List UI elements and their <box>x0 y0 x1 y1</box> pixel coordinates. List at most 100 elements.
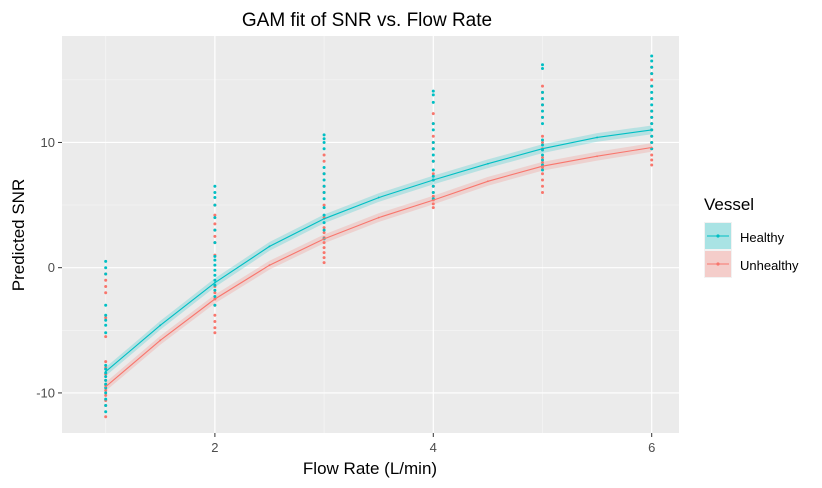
point-healthy <box>540 153 544 157</box>
point-unhealthy <box>431 206 435 210</box>
point-healthy <box>104 367 108 371</box>
point-healthy <box>431 128 435 132</box>
point-unhealthy <box>104 284 108 288</box>
fit-point-healthy <box>268 245 271 248</box>
point-unhealthy <box>650 153 654 157</box>
point-healthy <box>104 303 108 307</box>
fit-point-unhealthy <box>432 199 435 201</box>
point-healthy <box>104 259 108 263</box>
y-tick-label: 10 <box>41 135 55 150</box>
point-unhealthy <box>104 388 108 392</box>
plot-panel <box>62 36 679 433</box>
point-healthy <box>431 191 435 195</box>
point-healthy <box>213 303 217 307</box>
point-healthy <box>540 103 544 107</box>
legend-label-healthy: Healthy <box>740 230 785 245</box>
point-healthy <box>650 103 654 107</box>
point-healthy <box>431 184 435 188</box>
point-healthy <box>104 375 108 379</box>
point-healthy <box>104 318 108 322</box>
point-unhealthy <box>322 203 326 207</box>
point-healthy <box>650 65 654 69</box>
point-unhealthy <box>431 194 435 198</box>
point-unhealthy <box>322 153 326 157</box>
fit-point-unhealthy <box>268 264 271 267</box>
point-healthy <box>322 137 326 141</box>
point-healthy <box>322 172 326 176</box>
fit-lines <box>104 129 653 388</box>
point-unhealthy <box>213 331 217 335</box>
point-unhealthy <box>540 191 544 195</box>
point-healthy <box>650 97 654 101</box>
point-healthy <box>431 100 435 104</box>
point-unhealthy <box>104 360 108 364</box>
point-healthy <box>322 133 326 137</box>
fit-point-unhealthy <box>377 216 380 219</box>
point-healthy <box>431 147 435 151</box>
y-axis-title: Predicted SNR <box>9 179 28 291</box>
point-healthy <box>540 138 544 142</box>
point-healthy <box>104 323 108 327</box>
point-healthy <box>322 140 326 144</box>
legend-title: Vessel <box>704 195 754 214</box>
point-unhealthy <box>431 172 435 176</box>
point-healthy <box>650 109 654 113</box>
point-healthy <box>650 84 654 88</box>
point-healthy <box>213 241 217 245</box>
point-unhealthy <box>213 326 217 330</box>
fit-point-unhealthy <box>213 298 216 300</box>
point-healthy <box>431 122 435 126</box>
x-axis-title: Flow Rate (L/min) <box>303 459 437 478</box>
point-healthy <box>650 72 654 76</box>
fit-point-unhealthy <box>486 180 489 183</box>
point-unhealthy <box>322 241 326 245</box>
fit-point-healthy <box>541 147 544 150</box>
fit-point-unhealthy <box>323 237 325 240</box>
point-healthy <box>650 140 654 144</box>
point-unhealthy <box>213 222 217 226</box>
point-healthy <box>431 140 435 144</box>
point-healthy <box>540 143 544 147</box>
fit-point-healthy <box>213 281 216 284</box>
point-unhealthy <box>650 163 654 167</box>
point-unhealthy <box>540 140 544 144</box>
point-healthy <box>322 206 326 210</box>
minor-grid <box>62 36 679 433</box>
point-healthy <box>213 288 217 292</box>
x-axis-ticks: 2 4 6 <box>211 433 655 455</box>
point-unhealthy <box>213 320 217 324</box>
point-healthy <box>104 363 108 367</box>
point-healthy <box>104 382 108 386</box>
point-healthy <box>540 168 544 172</box>
point-healthy <box>650 90 654 94</box>
point-healthy <box>213 184 217 188</box>
point-healthy <box>213 216 217 220</box>
point-healthy <box>213 203 217 207</box>
point-healthy <box>213 196 217 200</box>
chart-title: GAM fit of SNR vs. Flow Rate <box>242 10 492 31</box>
point-unhealthy <box>540 184 544 188</box>
point-unhealthy <box>213 234 217 238</box>
point-healthy <box>104 386 108 390</box>
point-healthy <box>104 391 108 395</box>
x-tick-label: 6 <box>648 440 655 455</box>
point-unhealthy <box>540 172 544 176</box>
x-tick-label: 4 <box>430 440 437 455</box>
fit-point-unhealthy <box>104 385 107 388</box>
point-healthy <box>104 331 108 335</box>
major-grid <box>62 36 679 433</box>
point-healthy <box>650 54 654 58</box>
legend-key-point-healthy <box>716 234 720 238</box>
point-healthy <box>540 115 544 119</box>
point-healthy <box>213 283 217 287</box>
legend-keys <box>704 222 732 278</box>
point-unhealthy <box>213 291 217 295</box>
point-unhealthy <box>213 213 217 217</box>
point-healthy <box>322 184 326 188</box>
fit-point-healthy <box>650 129 653 131</box>
point-healthy <box>104 397 108 401</box>
point-healthy <box>540 63 544 67</box>
y-tick-label: 0 <box>48 260 55 275</box>
point-healthy <box>650 59 654 63</box>
